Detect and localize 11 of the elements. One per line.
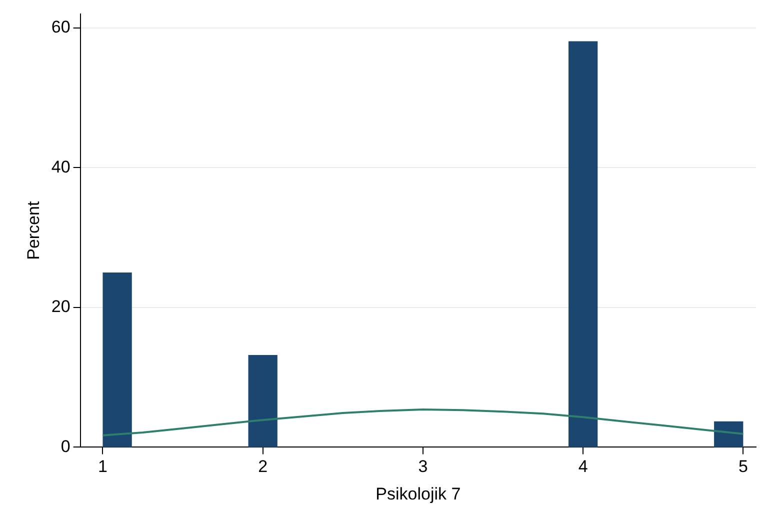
y-tick-label: 0 xyxy=(60,436,70,456)
x-tick-label: 1 xyxy=(98,457,108,476)
y-tick-label: 20 xyxy=(51,297,70,316)
x-tick-label: 3 xyxy=(418,457,428,476)
y-axis-title: Percent xyxy=(24,201,43,260)
x-tick-label: 5 xyxy=(738,457,748,476)
y-tick-label: 60 xyxy=(51,18,70,37)
x-tick-label: 2 xyxy=(258,457,268,476)
x-tick-label: 4 xyxy=(578,457,588,476)
y-tick-label: 40 xyxy=(51,157,70,176)
x-axis-title: Psikolojik 7 xyxy=(376,484,461,504)
